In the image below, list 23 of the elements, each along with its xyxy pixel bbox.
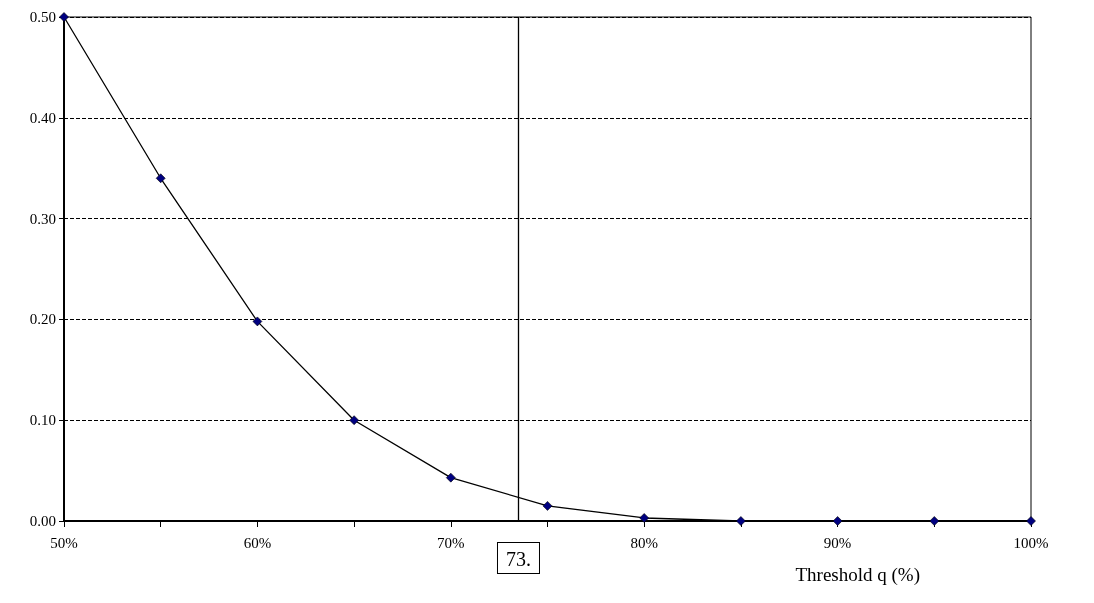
point xyxy=(446,472,456,483)
point xyxy=(349,415,359,425)
y-tick-label: 0.10 xyxy=(29,412,56,429)
ref-line-label: 73. xyxy=(505,548,531,570)
point xyxy=(155,173,166,184)
x-tick-label: 50% xyxy=(50,534,78,551)
y-tick-label: 0.30 xyxy=(29,210,56,227)
point xyxy=(736,516,746,526)
x-tick-label: 80% xyxy=(630,534,658,551)
x-tick-label: 100% xyxy=(1013,534,1049,551)
y-tick-label: 0.50 xyxy=(29,9,56,25)
point xyxy=(252,316,263,327)
y-tick-label: 0.40 xyxy=(29,109,56,126)
x-tick-label: 90% xyxy=(823,534,852,551)
x-axis-title: Threshold q (%) xyxy=(795,564,921,586)
point xyxy=(542,501,553,511)
point xyxy=(929,516,940,526)
y-tick-label: 0.20 xyxy=(29,311,56,328)
y-tick-label: 0.00 xyxy=(29,513,56,529)
point xyxy=(832,516,843,526)
x-tick-label: 60% xyxy=(243,534,272,551)
x-tick-label: 70% xyxy=(437,534,465,551)
point xyxy=(639,513,649,523)
